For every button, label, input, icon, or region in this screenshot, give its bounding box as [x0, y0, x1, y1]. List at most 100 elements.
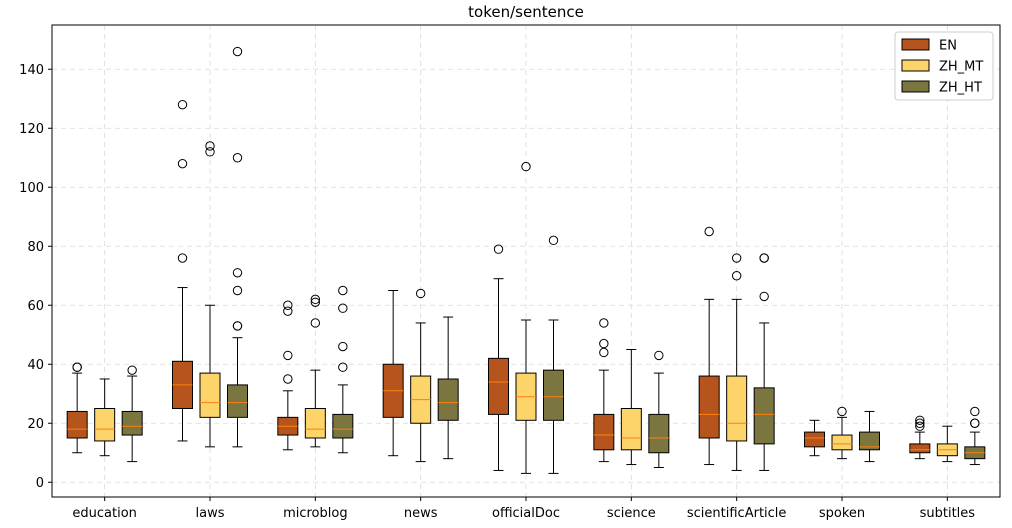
outlier-point	[599, 338, 609, 349]
iqr-box	[94, 408, 116, 442]
box-ZH_MT-education	[94, 378, 116, 457]
box-EN-science	[593, 318, 615, 463]
outlier-point	[915, 418, 925, 428]
x-tick-label-education: education	[72, 506, 137, 521]
y-tick-label: 100	[19, 181, 44, 196]
y-tick-label: 0	[36, 476, 44, 491]
iqr-box	[831, 434, 853, 451]
outlier-point	[599, 347, 609, 358]
outlier-point	[654, 350, 664, 361]
box-ZH_HT-subtitles	[964, 406, 986, 466]
iqr-box	[620, 408, 642, 451]
legend-label-ZH_MT: ZH_MT	[939, 60, 983, 75]
outlier-point	[731, 271, 742, 281]
iqr-box	[304, 408, 326, 439]
outlier-point	[731, 253, 742, 263]
legend-swatch-EN	[901, 38, 930, 51]
box-ZH_HT-scientificArticle	[753, 253, 775, 471]
iqr-box	[199, 372, 221, 418]
outlier-point	[177, 99, 188, 110]
outlier-point	[283, 350, 293, 361]
box-ZH_MT-science	[620, 349, 642, 466]
box-ZH_HT-science	[648, 350, 670, 468]
outlier-point	[837, 406, 847, 417]
outlier-point	[704, 226, 714, 237]
outlier-point	[310, 297, 321, 307]
box-ZH_HT-officialDoc	[543, 235, 564, 474]
outlier-point	[283, 306, 293, 316]
outlier-point	[205, 147, 215, 157]
iqr-box	[488, 357, 509, 415]
outlier-point	[283, 300, 293, 310]
x-tick-label-laws: laws	[196, 506, 225, 521]
box-ZH_MT-scientificArticle	[726, 253, 748, 471]
box-layer	[66, 46, 986, 474]
iqr-box	[753, 387, 775, 445]
outlier-point	[599, 318, 609, 328]
iqr-box	[726, 375, 748, 442]
outlier-point	[338, 341, 348, 352]
iqr-box	[437, 378, 459, 421]
x-tick-label-scientificArticle: scientificArticle	[687, 506, 787, 521]
outlier-point	[548, 235, 559, 246]
box-EN-laws	[172, 99, 193, 442]
x-tick-label-news: news	[404, 506, 438, 521]
outlier-point	[915, 415, 925, 425]
outlier-point	[338, 285, 348, 296]
legend-swatch-ZH_HT	[901, 80, 930, 93]
box-ZH_MT-spoken	[831, 406, 853, 460]
iqr-box	[593, 413, 615, 451]
outlier-point	[72, 362, 82, 372]
chart-title: token/sentence	[468, 3, 584, 21]
x-tick-label-subtitles: subtitles	[920, 506, 976, 521]
box-EN-education	[66, 362, 88, 454]
iqr-box	[332, 413, 354, 439]
iqr-box	[698, 375, 720, 439]
y-tick-label: 120	[19, 122, 44, 137]
iqr-box	[227, 384, 248, 418]
outlier-point	[177, 158, 188, 169]
outlier-point	[759, 291, 769, 302]
outlier-point	[759, 253, 769, 263]
outlier-point	[415, 288, 426, 299]
outlier-point	[970, 418, 980, 428]
outlier-point	[205, 141, 215, 151]
box-ZH_MT-officialDoc	[515, 161, 537, 474]
box-EN-officialDoc	[488, 244, 509, 471]
y-tick-label: 80	[27, 240, 44, 255]
outlier-point	[283, 374, 293, 384]
axis-layer: 0 20 40 60 80 100 120 140 education laws microblog…	[19, 63, 975, 521]
legend-swatch-ZH_MT	[901, 59, 930, 72]
outlier-point	[232, 268, 243, 278]
box-ZH_MT-laws	[199, 141, 221, 448]
box-ZH_HT-news	[437, 316, 459, 460]
outlier-point	[493, 244, 504, 254]
y-tick-label: 60	[27, 299, 44, 314]
box-ZH_HT-spoken	[859, 410, 880, 463]
legend-label-ZH_HT: ZH_HT	[939, 81, 982, 96]
box-EN-microblog	[277, 300, 299, 451]
grid-layer	[52, 25, 1000, 497]
legend-label-EN: EN	[939, 39, 957, 54]
box-EN-news	[382, 290, 404, 457]
box-ZH_HT-microblog	[332, 285, 354, 454]
outlier-point	[232, 321, 243, 331]
box-ZH_MT-news	[410, 288, 432, 463]
outlier-point	[232, 46, 243, 57]
box-ZH_HT-education	[121, 365, 143, 463]
iqr-box	[543, 369, 564, 421]
iqr-box	[121, 410, 143, 436]
iqr-box	[804, 431, 825, 448]
box-ZH_HT-laws	[227, 46, 248, 448]
outlier-point	[970, 406, 980, 417]
outlier-point	[127, 365, 137, 375]
iqr-box	[648, 413, 670, 454]
x-tick-label-spoken: spoken	[819, 506, 865, 521]
outlier-point	[177, 253, 188, 263]
y-tick-label: 20	[27, 417, 44, 432]
outlier-point	[310, 294, 321, 305]
box-ZH_MT-subtitles	[936, 425, 958, 463]
box-ZH_MT-microblog	[304, 294, 326, 448]
outlier-point	[310, 318, 321, 328]
